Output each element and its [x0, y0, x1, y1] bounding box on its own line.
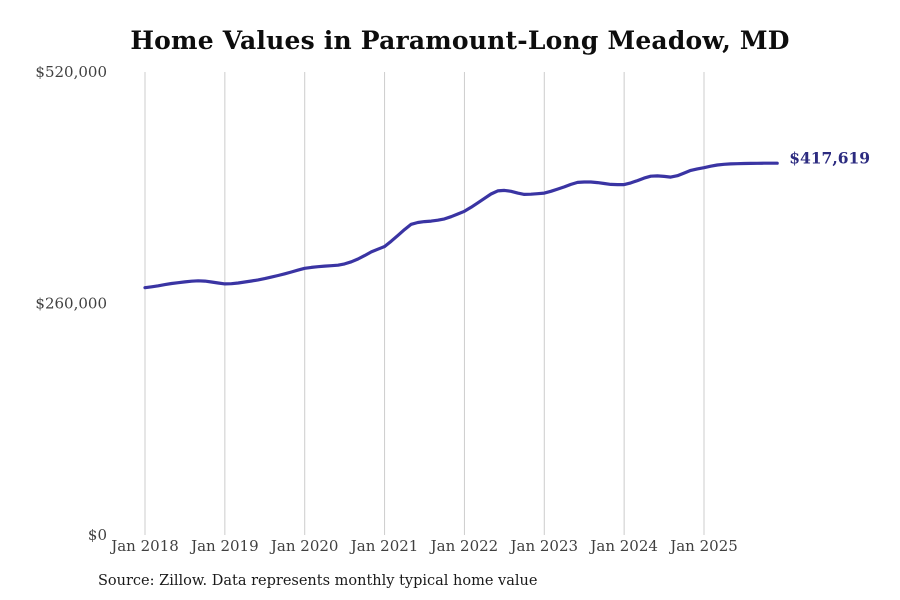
y-tick-label: $0 — [88, 526, 107, 544]
x-tick-label: Jan 2024 — [588, 537, 658, 555]
latest-value-label: $417,619 — [789, 148, 871, 168]
source-note: Source: Zillow. Data represents monthly … — [98, 573, 538, 589]
y-tick-label: $260,000 — [35, 295, 107, 313]
series-line — [143, 161, 779, 290]
x-tick-label: Jan 2025 — [668, 537, 738, 555]
x-tick-label: Jan 2020 — [269, 537, 339, 555]
y-tick-label: $520,000 — [35, 63, 107, 81]
x-tick-label: Jan 2018 — [109, 537, 179, 555]
x-tick-label: Jan 2023 — [509, 537, 579, 555]
chart-title: Home Values in Paramount-Long Meadow, MD — [130, 26, 790, 55]
x-tick-label: Jan 2021 — [349, 537, 419, 555]
x-tick-label: Jan 2019 — [189, 537, 259, 555]
x-tick-label: Jan 2022 — [429, 537, 499, 555]
